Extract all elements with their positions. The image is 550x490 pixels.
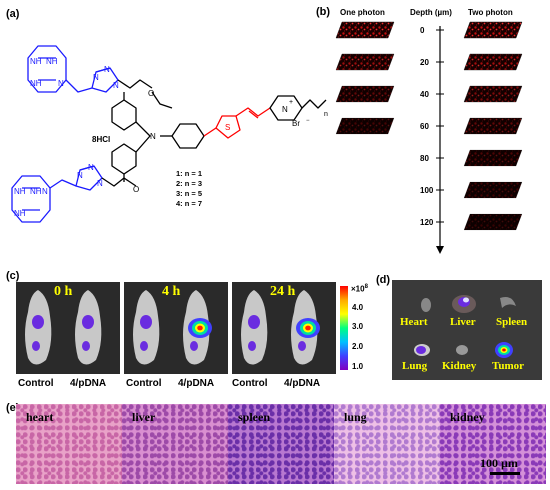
two-photon-title: Two photon: [468, 8, 513, 17]
two-photon-slice: [463, 117, 523, 135]
colorbar-tick-4: 4.0: [352, 303, 364, 312]
n-value-1: 1: n = 1: [176, 169, 202, 178]
tissue-label: lung: [344, 410, 367, 424]
colorbar: [340, 286, 348, 370]
organ-label-tumor: Tumor: [492, 360, 524, 372]
organ-label-kidney: Kidney: [442, 360, 477, 372]
group-treated-3: 4/pDNA: [284, 378, 321, 389]
oxygen-top: O: [148, 89, 154, 98]
tissue-label: kidney: [450, 410, 485, 424]
tissue-heart: heart: [16, 404, 122, 484]
scale-bar: [490, 472, 520, 475]
triazole-n-5: N: [88, 163, 94, 172]
tissue-lung: lung: [334, 404, 440, 484]
triazole-n-1: N: [93, 73, 99, 82]
panel-b-label: (b): [316, 6, 331, 18]
pyridinium-plus: +: [289, 99, 293, 106]
tissue-label: liver: [132, 410, 156, 424]
organ-spleen-shape: [500, 297, 516, 308]
mouse-timepoint-label: 4 h: [162, 284, 181, 299]
ring-nh-2: NH: [46, 57, 58, 66]
organ-label-spleen: Spleen: [496, 316, 528, 328]
one-photon-slice: [335, 53, 395, 71]
ring-nh-6: NH: [14, 209, 26, 218]
one-photon-slice: [335, 117, 395, 135]
bromide: Br: [292, 119, 300, 128]
triazole-n-2: N: [104, 65, 110, 74]
group-control-3: Control: [232, 378, 268, 389]
tissue-label: spleen: [238, 410, 271, 424]
two-photon-slice: [463, 21, 523, 39]
group-treated-2: 4/pDNA: [178, 378, 215, 389]
one-photon-slice: [335, 85, 395, 103]
ring-n-2: N: [42, 187, 48, 196]
salt-label: 8HCl: [92, 135, 110, 144]
mouse-timepoint-label: 24 h: [270, 284, 296, 299]
depth-tick-label: 20: [420, 58, 429, 67]
depth-tick-label: 60: [420, 122, 429, 131]
two-photon-slice: [463, 53, 523, 71]
two-photon-slice: [463, 149, 523, 167]
panel-c-label: (c): [6, 270, 20, 282]
tissue-liver: liver: [122, 404, 228, 484]
mouse-timepoint-panel: 4 h: [124, 282, 228, 374]
two-photon-slice: [463, 213, 523, 231]
group-control-2: Control: [126, 378, 162, 389]
colorbar-tick-1: 1.0: [352, 362, 364, 371]
tissue-spleen: spleen: [228, 404, 334, 484]
amine-n: N: [150, 132, 156, 141]
n-value-2: 2: n = 3: [176, 179, 202, 188]
panel-d-label: (d): [376, 274, 391, 286]
depth-title: Depth (µm): [410, 8, 452, 17]
chemical-structure: NH NH NH N N N N NH NH NH N N N N O O N …: [11, 45, 328, 223]
organ-kidney-shape: [456, 345, 468, 355]
mouse-timepoint-label: 0 h: [54, 284, 73, 299]
ring-n-1: N: [58, 79, 64, 88]
two-photon-slice: [463, 85, 523, 103]
colorbar-title: ×108: [351, 284, 368, 294]
ring-nh-3: NH: [30, 79, 42, 88]
oxygen-bottom: O: [133, 185, 139, 194]
mouse-imaging-panel: 0 h 4 h 24 h: [16, 282, 338, 374]
n-value-3: 3: n = 5: [176, 189, 202, 198]
tissue-kidney: kidney: [440, 404, 546, 484]
group-treated-1: 4/pDNA: [70, 378, 107, 389]
depth-tick-label: 40: [420, 90, 429, 99]
n-value-4: 4: n = 7: [176, 199, 202, 208]
panel-a-label: (a): [6, 8, 20, 20]
colorbar-tick-3: 3.0: [352, 322, 364, 331]
tissue-label: heart: [26, 410, 54, 424]
ring-nh-4: NH: [14, 187, 26, 196]
depth-tick-label: 0: [420, 26, 425, 35]
depth-tick-label: 100: [420, 186, 434, 195]
bromide-minus: −: [306, 118, 310, 124]
depth-tick-label: 80: [420, 154, 429, 163]
n-subscript: n: [324, 111, 328, 118]
colorbar-tick-2: 2.0: [352, 342, 364, 351]
organ-heart-shape: [421, 298, 431, 312]
triazole-n-3: N: [113, 81, 119, 90]
mouse-timepoint-panel: 24 h: [232, 282, 336, 374]
mouse-timepoint-panel: 0 h: [16, 282, 120, 374]
organ-label-liver: Liver: [450, 316, 476, 328]
histology-strip: heart liver spleen lung kidney 100 µm: [16, 404, 546, 484]
two-photon-slice: [463, 181, 523, 199]
pyridinium-n: N: [282, 105, 288, 114]
depth-imaging-figure: 0 20 40 60 80 100 120: [335, 21, 523, 254]
one-photon-title: One photon: [340, 8, 385, 17]
one-photon-slice: [335, 21, 395, 39]
organ-label-lung: Lung: [402, 360, 428, 372]
thiophene-s: S: [225, 123, 230, 132]
organ-label-heart: Heart: [400, 316, 428, 328]
organ-imaging-panel: Heart Liver Spleen Lung Kidney Tumor: [392, 280, 542, 380]
scale-bar-label: 100 µm: [480, 456, 518, 470]
triazole-n-4: N: [77, 171, 83, 180]
depth-tick-label: 120: [420, 218, 434, 227]
triazole-n-6: N: [97, 179, 103, 188]
ring-nh-5: NH: [30, 187, 42, 196]
group-control-1: Control: [18, 378, 54, 389]
ring-nh-1: NH: [30, 57, 42, 66]
